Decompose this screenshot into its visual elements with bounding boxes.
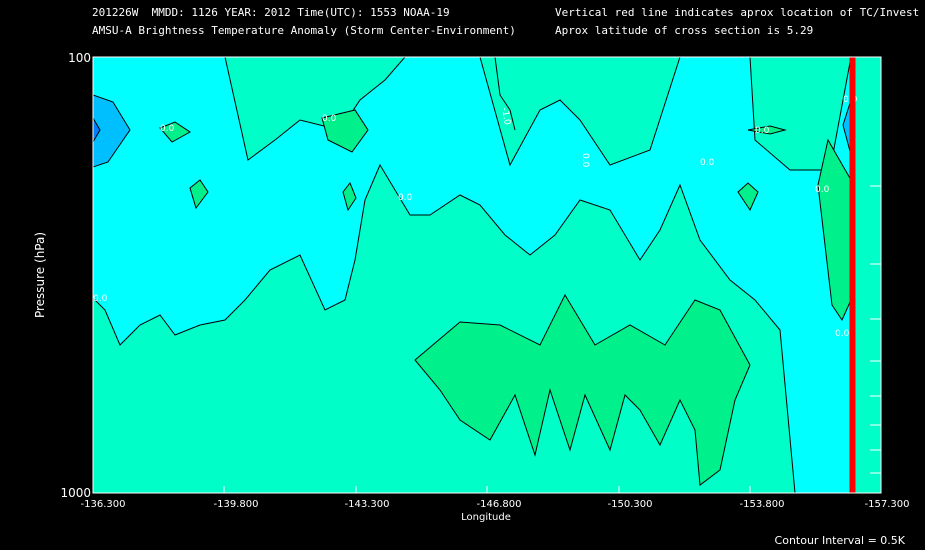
x-tick-label: -153.800 xyxy=(740,499,785,510)
green-patch-6 xyxy=(747,125,787,135)
x-tick-label: -143.300 xyxy=(345,499,390,510)
x-tick-label: -157.300 xyxy=(865,499,910,510)
contour-label-9: 0.0 xyxy=(815,185,830,195)
green-patch-4 xyxy=(342,182,357,212)
contour-label-7: 0.0 xyxy=(835,329,850,339)
x-axis-label: Longitude xyxy=(461,512,511,523)
y-tick-label-top: 100 xyxy=(68,51,91,65)
contour-label-10: 0.0 xyxy=(755,126,770,136)
contour-label-4: -1.0 xyxy=(499,107,512,126)
contour-label-1: 0.0 xyxy=(322,114,337,124)
green-patch-1 xyxy=(159,121,191,143)
header-line2-right: Aprox latitude of cross section is 5.29 xyxy=(555,24,814,37)
x-tick-label: -139.800 xyxy=(214,499,259,510)
contour-label-2: 0.0 xyxy=(93,294,108,304)
green-patch-3 xyxy=(189,179,209,210)
y-axis-label: Pressure (hPa) xyxy=(33,232,47,318)
cyan-region xyxy=(93,57,852,493)
contour-label-6: 0.0 xyxy=(700,158,715,168)
contour-fills xyxy=(93,57,881,493)
x-tick-label: -146.800 xyxy=(477,499,522,510)
extra-contour-line xyxy=(494,57,516,131)
green-patch-2 xyxy=(321,109,369,153)
green-region-lower xyxy=(414,293,751,486)
x-tick-label: -136.300 xyxy=(81,499,126,510)
right-minor-ticks xyxy=(870,185,881,474)
x-ticks xyxy=(223,486,751,493)
blue-region-left xyxy=(93,94,131,168)
contour-labels: 0.0 0.0 0.0 -1.0 0.0 0.0 0.0 0.0 0.0 0.0… xyxy=(93,95,858,339)
contour-interval: Contour Interval = 0.5K xyxy=(775,534,906,547)
header-line1-left: 201226W MMDD: 1126 YEAR: 2012 Time(UTC):… xyxy=(92,6,450,19)
contour-label-11: 0.0 xyxy=(160,124,175,134)
header-line2-left: AMSU-A Brightness Temperature Anomaly (S… xyxy=(92,24,516,37)
contour-label-3: 0.0 xyxy=(398,193,413,203)
x-tick-label: -150.300 xyxy=(608,499,653,510)
x-tick-labels: -136.300 -139.800 -143.300 -146.800 -150… xyxy=(81,499,910,510)
header-line1-right: Vertical red line indicates aprox locati… xyxy=(555,6,920,19)
darkblue-region-left xyxy=(93,117,101,143)
contour-label-5: 0.0 xyxy=(580,153,590,168)
green-patch-5 xyxy=(737,182,759,212)
y-tick-label-bottom: 1000 xyxy=(60,486,91,500)
